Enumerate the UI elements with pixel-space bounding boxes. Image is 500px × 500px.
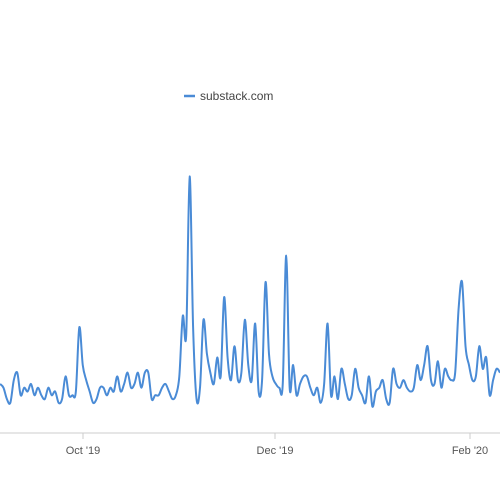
x-tick-label: Dec '19: [257, 445, 294, 457]
chart-legend[interactable]: substack.com: [184, 89, 273, 103]
legend-label-substack: substack.com: [200, 89, 273, 103]
plot-area: [0, 175, 500, 408]
series-line-substack[interactable]: [0, 175, 500, 408]
x-tick-label: Feb '20: [452, 445, 488, 457]
x-tick-label: Oct '19: [66, 445, 101, 457]
x-axis-ticks: Oct '19 Dec '19 Feb '20: [66, 433, 488, 457]
